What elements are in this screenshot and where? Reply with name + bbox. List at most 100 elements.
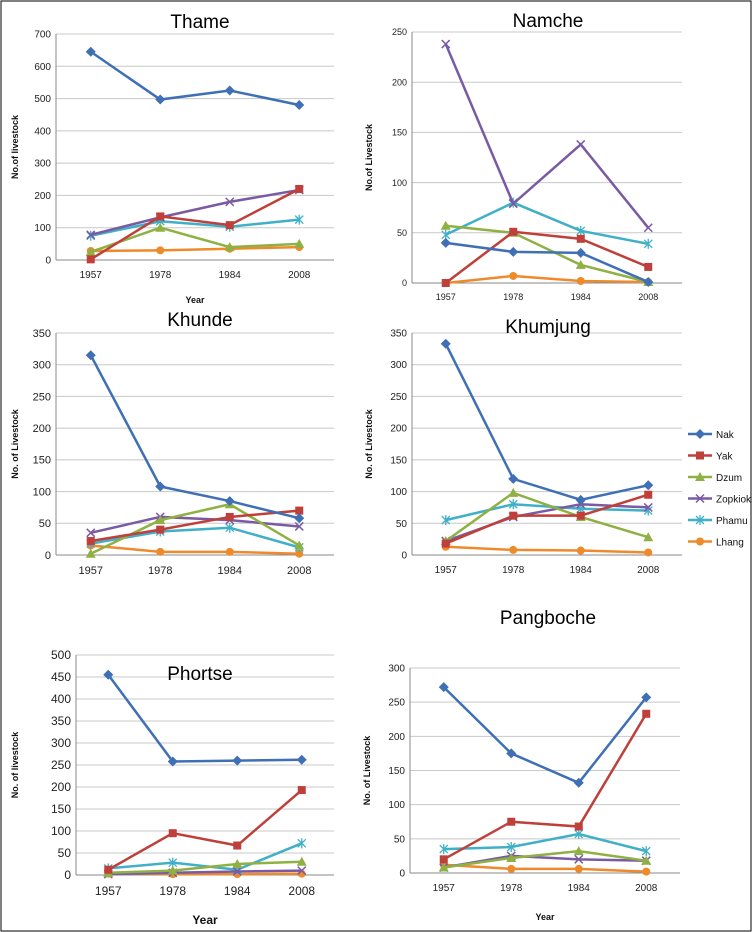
x-tick-label: 1957 (433, 883, 456, 894)
series-line-dzum (443, 849, 647, 869)
series-line-nak (90, 50, 300, 107)
data-point-dzum (506, 852, 517, 862)
x-tick-label: 1978 (503, 292, 523, 302)
y-tick-label: 50 (58, 846, 72, 860)
data-point-dzum (296, 856, 307, 866)
y-tick-label: 50 (397, 228, 407, 238)
x-tick-label: 1984 (224, 884, 251, 898)
x-tick-label: 1978 (159, 884, 186, 898)
y-tick-label: 450 (51, 670, 71, 684)
series-line-zopkiok (90, 515, 300, 535)
y-tick-label: 200 (51, 780, 71, 794)
data-point-phamu (574, 829, 584, 840)
data-point-dzum (85, 548, 96, 558)
data-point-dzum (508, 487, 519, 497)
chart-title: Phortse (167, 664, 232, 685)
x-tick-label: 1984 (570, 565, 593, 576)
data-point-phamu (441, 515, 451, 526)
y-axis-label: No. of livestock (10, 731, 20, 799)
y-tick-label: 400 (51, 692, 71, 706)
data-point-zopkiok (576, 139, 586, 149)
series-line-lhang (90, 544, 300, 555)
data-point-nak (575, 494, 586, 505)
x-tick-label: 1978 (502, 565, 525, 576)
data-point-nak (155, 481, 166, 492)
legend-marker-yak (696, 451, 704, 460)
y-axis-label: No. of Livestock (10, 408, 20, 479)
x-tick-label: 1978 (500, 883, 523, 894)
x-tick-label: 1957 (436, 292, 456, 302)
series-line-dzum (108, 860, 302, 875)
y-tick-label: 150 (392, 128, 407, 138)
data-point-zopkiok (232, 866, 242, 877)
series-line-zopkiok (90, 188, 300, 237)
series-line-phamu (445, 502, 649, 522)
data-point-yak (225, 221, 234, 230)
x-axis-label: Year (185, 295, 205, 305)
data-point-nak (85, 46, 96, 57)
y-tick-label: 50 (396, 519, 408, 530)
data-point-nak (440, 237, 451, 248)
data-point-yak (295, 506, 304, 515)
y-tick-label: 500 (34, 94, 51, 105)
legend-label-yak: Yak (716, 452, 733, 463)
y-tick-label: 400 (34, 126, 51, 137)
y-tick-label: 100 (34, 223, 51, 234)
y-tick-label: 0 (399, 869, 405, 880)
chart-khunde: 0 50 100 150 200 250 300 350 1957 1978 1984 2008 Khu… (10, 310, 334, 577)
legend-marker-nak (695, 429, 705, 439)
series-line-phamu (90, 218, 300, 238)
y-tick-label: 50 (39, 518, 51, 530)
chart-title: Namche (513, 11, 584, 32)
series-line-yak (443, 713, 648, 861)
data-point-zopkiok (86, 230, 96, 240)
data-point-nak (167, 756, 178, 767)
series-line-lhang (443, 863, 647, 873)
data-point-nak (85, 350, 96, 361)
y-tick-label: 700 (34, 30, 51, 41)
data-point-zopkiok (297, 866, 307, 876)
chart-namche: 0 50 100 150 200 250 1957 1978 1984 2008 Namche No.… (364, 11, 682, 302)
y-tick-label: 250 (388, 698, 405, 709)
data-point-nak (440, 338, 451, 349)
y-tick-label: 250 (390, 392, 407, 403)
x-tick-label: 2008 (287, 565, 311, 577)
y-tick-label: 100 (51, 824, 71, 838)
chart-title: Khumjung (505, 317, 591, 338)
y-tick-label: 0 (45, 256, 51, 267)
data-point-lhang (295, 549, 304, 558)
data-point-phamu (439, 844, 449, 855)
data-point-lhang (509, 271, 518, 280)
legend-marker-dzum (695, 472, 705, 481)
x-axis-label: Year (192, 913, 218, 927)
data-point-lhang (156, 547, 165, 556)
data-point-yak (574, 822, 583, 831)
y-tick-label: 150 (51, 802, 71, 816)
y-tick-label: 250 (392, 27, 407, 37)
data-point-lhang (576, 276, 585, 285)
y-tick-label: 350 (390, 329, 407, 340)
data-point-phamu (576, 225, 586, 236)
data-point-dzum (575, 259, 586, 269)
y-tick-label: 100 (392, 178, 407, 188)
data-point-lhang (644, 548, 653, 557)
y-axis-label: No. of Livestock (364, 408, 374, 479)
y-tick-label: 200 (390, 424, 407, 435)
data-point-dzum (294, 238, 305, 248)
data-point-dzum (440, 220, 451, 230)
data-point-dzum (294, 540, 305, 550)
legend-marker-phamu (695, 515, 705, 525)
chart-phortse: 0 50 100 150 200 250 300 350 400 450 500 1957 1978 19… (10, 648, 334, 927)
series-line-nak (442, 686, 648, 785)
y-tick-label: 200 (392, 77, 407, 87)
legend-label-dzum: Dzum (716, 473, 742, 484)
data-point-zopkiok (643, 502, 653, 512)
data-point-nak (641, 692, 652, 703)
series-line-lhang (90, 245, 300, 253)
legend-marker-zopkiok (695, 493, 705, 504)
data-point-phamu (643, 238, 653, 249)
data-point-nak (224, 85, 235, 96)
y-tick-label: 0 (401, 551, 407, 562)
